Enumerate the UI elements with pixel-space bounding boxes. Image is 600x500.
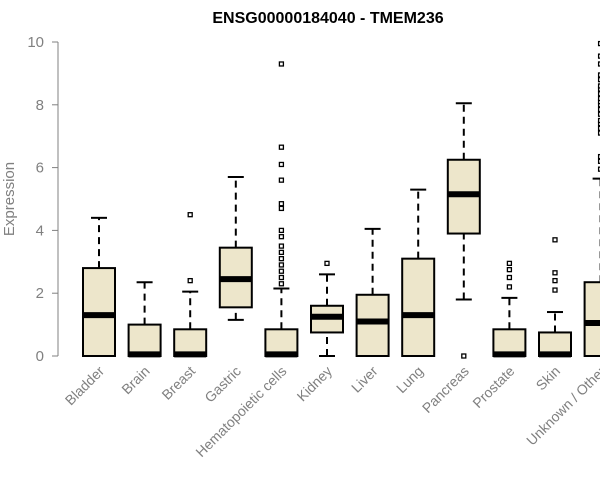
outlier-point	[278, 61, 285, 67]
outlier-point	[597, 40, 600, 47]
outlier-point	[506, 266, 513, 273]
outlier-point	[278, 274, 285, 281]
outlier-point	[278, 205, 285, 212]
x-tick-label: Kidney	[294, 363, 336, 405]
y-axis: 0 2 4 6 8 10	[27, 34, 59, 365]
box-group	[127, 281, 162, 358]
outlier-point	[597, 153, 600, 160]
outlier-point	[597, 166, 600, 172]
outlier-point	[278, 144, 285, 150]
outlier-point	[278, 281, 285, 287]
outlier-point	[552, 237, 558, 243]
y-tick-label: 6	[36, 160, 44, 177]
box-iqr	[127, 323, 162, 358]
outlier-point	[597, 102, 600, 108]
box-group	[173, 212, 208, 358]
x-tick-label: Bladder	[62, 363, 108, 409]
y-axis-label: Expression	[1, 162, 18, 236]
outlier-point	[187, 212, 193, 218]
outlier-point	[597, 158, 600, 164]
x-tick-label: Skin	[533, 363, 564, 394]
outlier-point	[461, 353, 467, 359]
outlier-point	[278, 268, 285, 274]
outlier-point	[278, 161, 285, 168]
outlier-point	[552, 287, 558, 293]
box-group	[82, 216, 116, 357]
outlier-point	[278, 256, 285, 262]
outlier-point	[597, 99, 600, 105]
outlier-point	[597, 72, 600, 78]
outlier-point	[597, 106, 600, 113]
outlier-point	[187, 277, 193, 284]
outlier-point	[597, 83, 600, 89]
box-group	[355, 227, 390, 357]
outlier-point	[278, 177, 285, 183]
outlier-point	[597, 111, 600, 117]
outlier-point	[552, 270, 558, 276]
x-tick-label: Pancreas	[419, 363, 472, 416]
outlier-point	[597, 130, 600, 136]
box-iqr	[401, 257, 436, 357]
outlier-point	[597, 117, 600, 124]
y-tick-label: 4	[36, 222, 44, 239]
x-tick-label: Lung	[393, 363, 426, 396]
x-tick-label: Brain	[118, 363, 152, 397]
outlier-point	[552, 277, 558, 284]
outlier-point	[506, 274, 513, 281]
x-tick-label: Hematopoietic cells	[192, 363, 289, 460]
box-group	[401, 188, 436, 357]
outlier-point	[597, 91, 600, 97]
x-tick-label: Liver	[348, 363, 381, 396]
box-group	[446, 102, 481, 359]
box-iqr	[583, 281, 600, 357]
outlier-point	[597, 120, 600, 127]
outlier-point	[597, 86, 600, 92]
outlier-point	[597, 61, 600, 67]
box-group	[538, 237, 572, 358]
box-group	[492, 260, 527, 358]
outlier-point	[278, 227, 285, 234]
x-tick-label: Prostate	[469, 363, 517, 411]
box-group	[264, 61, 299, 358]
outlier-point	[597, 95, 600, 102]
outlier-point	[324, 260, 330, 267]
x-tick-label: Breast	[158, 363, 198, 403]
chart-title: ENSG00000184040 - TMEM236	[212, 10, 443, 27]
box-group	[218, 176, 253, 321]
outlier-point	[278, 243, 285, 249]
y-tick-label: 8	[36, 97, 44, 114]
boxes	[82, 40, 600, 359]
outlier-point	[506, 284, 513, 290]
outlier-point	[597, 77, 600, 83]
box-group	[583, 40, 600, 357]
y-tick-label: 10	[27, 34, 44, 51]
outlier-point	[278, 234, 285, 240]
outlier-point	[278, 249, 285, 256]
outlier-point	[597, 53, 600, 59]
outlier-point	[597, 125, 600, 131]
x-tick-label: Gastric	[201, 363, 244, 406]
outlier-point	[278, 262, 285, 268]
y-tick-label: 2	[36, 285, 44, 302]
y-tick-label: 0	[36, 348, 44, 365]
outlier-point	[506, 260, 513, 267]
box-iqr	[82, 267, 116, 357]
outlier-point	[278, 201, 285, 207]
box-iqr	[355, 293, 390, 357]
box-group	[310, 260, 344, 357]
